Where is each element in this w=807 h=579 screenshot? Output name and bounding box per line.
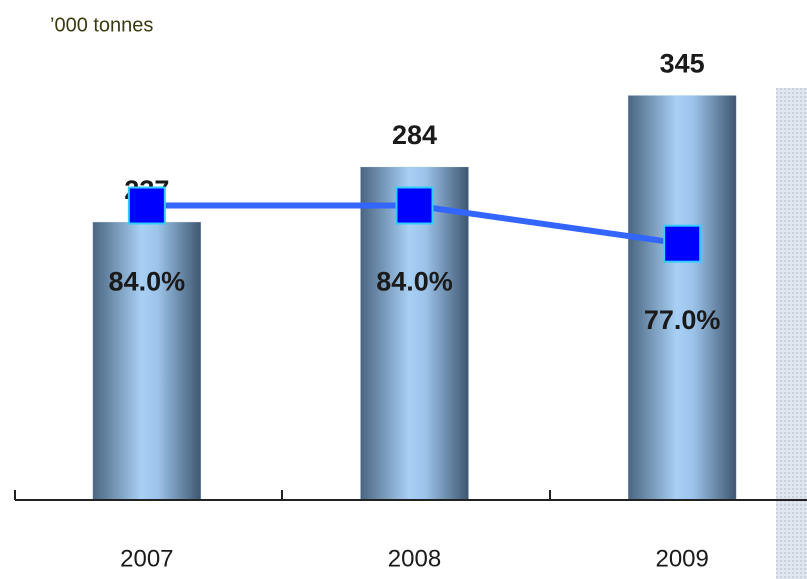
line-marker: [395, 186, 434, 225]
line-value-label: 84.0%: [376, 267, 453, 297]
bar: [92, 221, 202, 501]
x-tick-label: 2007: [120, 545, 173, 572]
line-marker: [663, 224, 702, 263]
bar-value-label: 284: [392, 120, 437, 150]
y-axis-label: ’000 tonnes: [50, 14, 153, 36]
bar: [627, 94, 737, 501]
line-marker: [127, 186, 166, 225]
x-tick-label: 2008: [388, 545, 441, 572]
x-tick-label: 2009: [655, 545, 708, 572]
side-panel: [776, 88, 807, 579]
line-value-label: 77.0%: [644, 305, 721, 335]
bar-value-label: 345: [660, 49, 705, 79]
line-value-label: 84.0%: [109, 267, 186, 297]
